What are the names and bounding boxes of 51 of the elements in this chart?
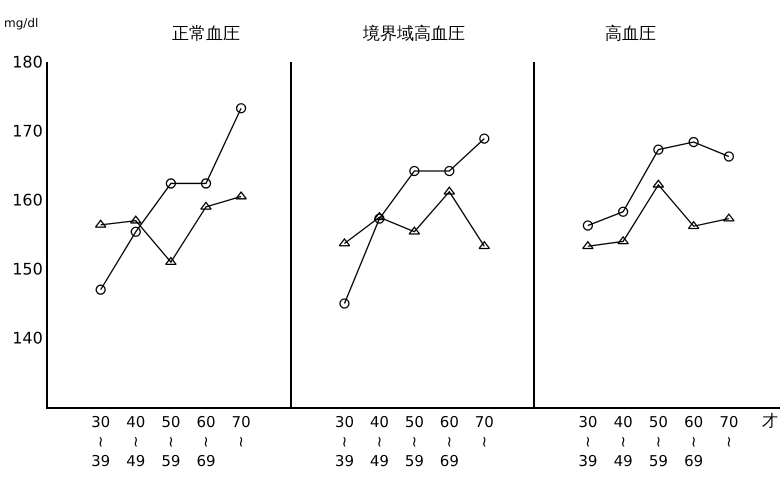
x-tick-label: 30 ≀ 39 (578, 413, 598, 470)
x-axis-title: 才 (762, 411, 778, 430)
point (653, 144, 664, 155)
point (374, 212, 386, 220)
point (723, 213, 735, 222)
point (338, 238, 350, 246)
point (236, 103, 246, 114)
x-tick-label: 40 ≀ 49 (614, 413, 633, 470)
y-tick-label: 150 (12, 260, 43, 279)
y-tick-label: 180 (12, 52, 43, 72)
y-tick-label: 170 (12, 122, 43, 141)
point (408, 226, 420, 235)
y-tick-label: 160 (12, 190, 43, 210)
chart-title: 高血圧 (605, 24, 656, 44)
x-tick-label: 60 ≀ 69 (196, 413, 216, 470)
point (235, 191, 247, 200)
point (339, 298, 350, 309)
point (617, 236, 629, 244)
x-tick-label: 60 ≀ 69 (684, 413, 704, 470)
chart-title: 境界域高血圧 (362, 24, 465, 44)
point (479, 133, 490, 144)
point (166, 178, 176, 189)
chart-title: 正常血圧 (172, 24, 240, 44)
x-tick-label: 30 ≀ 39 (334, 413, 354, 470)
y-axis-title: mg/dl (4, 16, 38, 30)
x-tick-label: 50 ≀ 59 (648, 413, 668, 470)
x-tick-label: 40 ≀ 49 (370, 413, 389, 470)
x-tick-label: 50 ≀ 59 (404, 413, 424, 470)
point (130, 226, 141, 237)
point (618, 206, 628, 217)
point (444, 166, 454, 176)
point (165, 256, 177, 265)
x-tick-label: 70 ≀ (232, 413, 251, 450)
point (582, 220, 594, 231)
x-tick-label: 50 ≀ 59 (161, 413, 180, 470)
point (409, 166, 420, 176)
x-tick-label: 70 ≀ (474, 413, 494, 450)
point (652, 180, 664, 188)
x-tick-label: 30 ≀ 39 (91, 413, 110, 470)
point (200, 202, 212, 210)
point (582, 241, 594, 250)
point (96, 284, 106, 295)
y-tick-label: 140 (12, 328, 43, 348)
x-tick-label: 40 ≀ 49 (126, 413, 146, 470)
point (374, 213, 385, 224)
point (200, 178, 212, 189)
x-tick-label: 60 ≀ 69 (440, 413, 459, 470)
point (688, 221, 700, 230)
x-tick-label: 70 ≀ (719, 413, 738, 450)
point (724, 151, 734, 162)
point (688, 136, 699, 148)
